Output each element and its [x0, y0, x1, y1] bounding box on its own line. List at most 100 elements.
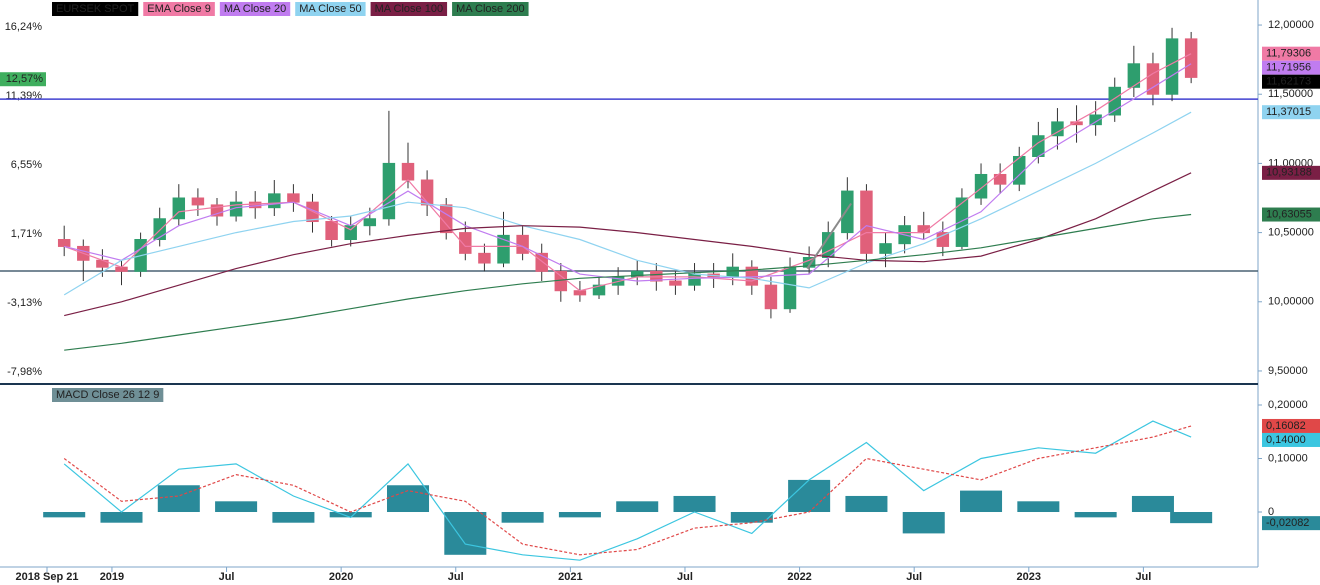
x-tick-label: 2019	[100, 571, 124, 583]
candle-body	[1089, 114, 1102, 126]
candle-body	[153, 218, 166, 241]
candle-body	[1108, 86, 1121, 116]
histogram-bar	[730, 512, 773, 523]
candle-body	[573, 290, 587, 296]
x-tick-label: Jul	[219, 571, 235, 583]
histogram-bar	[444, 512, 487, 555]
y-tick-label: 11,50000	[1268, 88, 1313, 100]
candle-body	[860, 190, 873, 254]
y2-tick-label: -3,13%	[7, 297, 42, 309]
y2-tick-label: 1,71%	[11, 228, 42, 240]
candle-body	[669, 280, 682, 286]
chip-background	[219, 2, 291, 16]
last-value-text: 0,14000	[1266, 434, 1306, 446]
chip-background	[143, 2, 215, 16]
percent-tag-text: 12,57%	[6, 73, 44, 85]
x-tick-label: 2020	[329, 571, 353, 583]
macd-line	[63, 420, 1192, 561]
histogram-bar	[100, 512, 143, 523]
chip-text: MA Close 20	[224, 3, 286, 15]
candle-body	[478, 252, 491, 264]
chip-background	[370, 2, 448, 16]
trend-line	[806, 202, 852, 270]
candle-body	[363, 218, 377, 227]
histogram-bar	[157, 485, 200, 513]
candle-body	[420, 179, 434, 206]
last-value-tag	[1262, 432, 1320, 447]
y2-tick-label: 11,39%	[6, 90, 43, 102]
last-value-text: 0,16082	[1266, 420, 1306, 432]
label-chip: EURSEK SPOT	[52, 2, 139, 16]
candle-body	[268, 193, 281, 209]
candle-body	[191, 197, 205, 206]
candle-body	[688, 273, 701, 286]
candle-body	[535, 252, 548, 272]
moving-average-line	[63, 111, 1192, 296]
candle-body	[764, 284, 778, 310]
last-value-text: 11,62173	[1266, 76, 1311, 88]
candle-body	[1165, 38, 1179, 95]
moving-average-line	[64, 172, 1192, 317]
last-value-text: 10,93188	[1266, 167, 1312, 179]
y-tick-label: 10,50000	[1268, 227, 1314, 239]
histogram-bar	[845, 495, 888, 513]
chip-background	[452, 2, 529, 16]
last-value-tag	[1262, 74, 1320, 89]
candle-body	[993, 173, 1007, 185]
last-value-text: 11,37015	[1266, 106, 1311, 118]
chip-text: MA Close 200	[456, 3, 524, 15]
histogram-bar	[215, 501, 258, 513]
candle-body	[1184, 38, 1198, 78]
histogram-bar	[329, 512, 372, 518]
histogram-bar	[788, 479, 831, 513]
histogram-bar	[902, 512, 945, 534]
candle-body	[325, 221, 338, 241]
chip-text: EMA Close 9	[147, 3, 211, 15]
x-tick-label: Jul	[1135, 571, 1151, 583]
last-value-tag	[1262, 105, 1320, 120]
candle-body	[210, 204, 224, 217]
label-chip: MACD Close 26 12 9	[52, 388, 164, 402]
last-value-text: -0,02082	[1266, 517, 1309, 529]
y2-tick-label: 6,55%	[11, 159, 42, 171]
candle-body	[974, 173, 988, 199]
x-tick-label: Jul	[448, 571, 464, 583]
candle-body	[592, 284, 606, 296]
chip-text: MA Close 50	[299, 3, 361, 15]
histogram-bar	[1074, 512, 1117, 518]
label-chip: MA Close 20	[219, 2, 291, 16]
candle-body	[879, 243, 892, 254]
last-value-tag	[1262, 46, 1320, 61]
y-tick-label: 0,10000	[1268, 452, 1308, 464]
y-tick-label: 9,50000	[1268, 365, 1308, 377]
last-value-tag	[1262, 516, 1320, 531]
y-tick-label: 12,00000	[1268, 19, 1314, 31]
label-chip: MA Close 200	[452, 2, 529, 16]
histogram-bar	[616, 501, 659, 513]
y2-tick-label: 16,24%	[5, 21, 43, 33]
moving-average-line	[63, 53, 1192, 292]
histogram-bar	[1017, 501, 1060, 513]
last-value-text: 10,63055	[1266, 208, 1312, 220]
last-value-text: 11,71956	[1266, 62, 1311, 74]
x-tick-label: Jul	[677, 571, 693, 583]
candle-body	[459, 232, 472, 254]
candle-body	[57, 239, 71, 247]
label-chip: MA Close 100	[370, 2, 448, 16]
x-tick-label: 2022	[787, 571, 811, 583]
histogram-bar	[558, 512, 601, 518]
candle-body	[1013, 155, 1026, 185]
chip-text: MACD Close 26 12 9	[56, 389, 159, 401]
last-value-tag	[1262, 207, 1320, 222]
chip-text: EURSEK SPOT	[56, 3, 135, 15]
histogram-bar	[43, 512, 86, 518]
y-tick-label: 10,00000	[1268, 296, 1314, 308]
y-tick-label: 0	[1268, 506, 1274, 518]
y2-tick-label: -7,98%	[7, 366, 42, 378]
candle-body	[650, 270, 663, 282]
candle-body	[382, 162, 396, 220]
candle-body	[841, 190, 854, 234]
histogram-bar	[673, 495, 716, 513]
label-chip: EMA Close 9	[143, 2, 215, 16]
